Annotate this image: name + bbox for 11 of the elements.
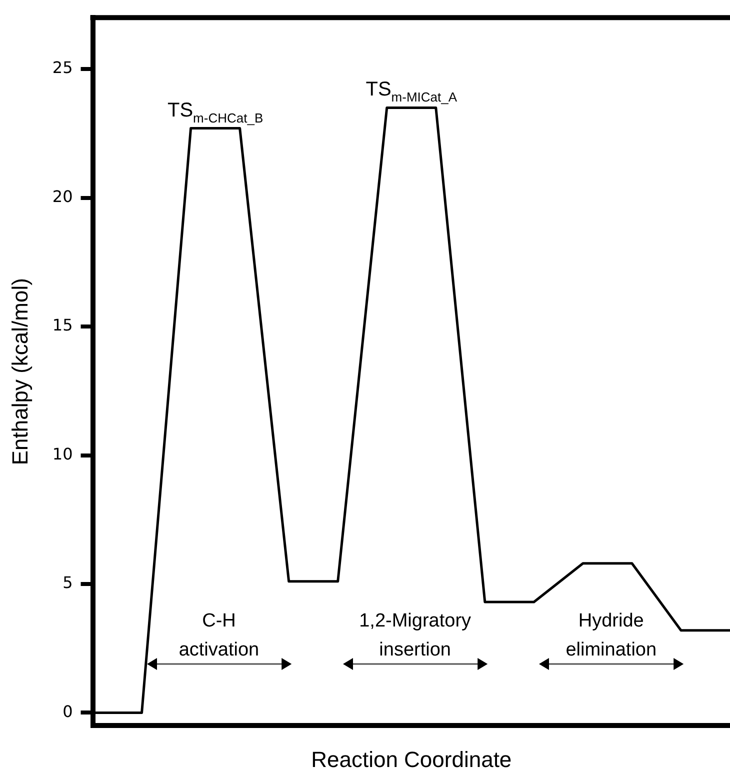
y-tick-label: 25 [52, 58, 73, 78]
y-tick-label: 15 [52, 316, 73, 335]
y-tick-label: 10 [52, 444, 73, 464]
y-axis-title: Enthalpy (kcal/mol) [7, 278, 32, 466]
y-tick-label: 5 [62, 573, 73, 592]
y-tick-label: 20 [52, 186, 73, 206]
annotation: Hydride elimination [566, 610, 657, 661]
annotation: C-H activation [178, 610, 260, 661]
x-axis-title: Reaction Coordinate [311, 746, 512, 772]
annotation: 1,2-Migratory insertion [359, 610, 472, 661]
y-tick-label: 0 [62, 702, 73, 721]
